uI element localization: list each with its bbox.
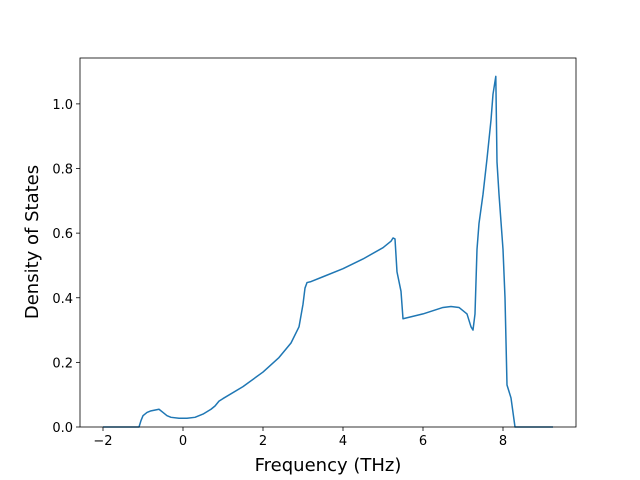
data-line	[103, 75, 553, 428]
x-axis-label: Frequency (THz)	[255, 455, 402, 476]
x-tick-label: 8	[499, 434, 507, 449]
y-tick-label: 1.0	[52, 98, 73, 113]
y-tick-label: 0.4	[52, 292, 73, 307]
x-tick-label: 6	[419, 434, 427, 449]
y-axis-label: Density of States	[22, 165, 43, 319]
y-tick-label: 0.0	[52, 421, 73, 436]
x-tick-label: 0	[179, 434, 187, 449]
x-tick-label: 4	[339, 434, 347, 449]
y-tick-label: 0.2	[52, 356, 73, 371]
plot-frame	[79, 57, 577, 428]
x-tick-label: 2	[259, 434, 267, 449]
x-tick-label: −2	[93, 434, 112, 449]
y-tick-label: 0.6	[52, 227, 73, 242]
y-tick-label: 0.8	[52, 163, 73, 178]
